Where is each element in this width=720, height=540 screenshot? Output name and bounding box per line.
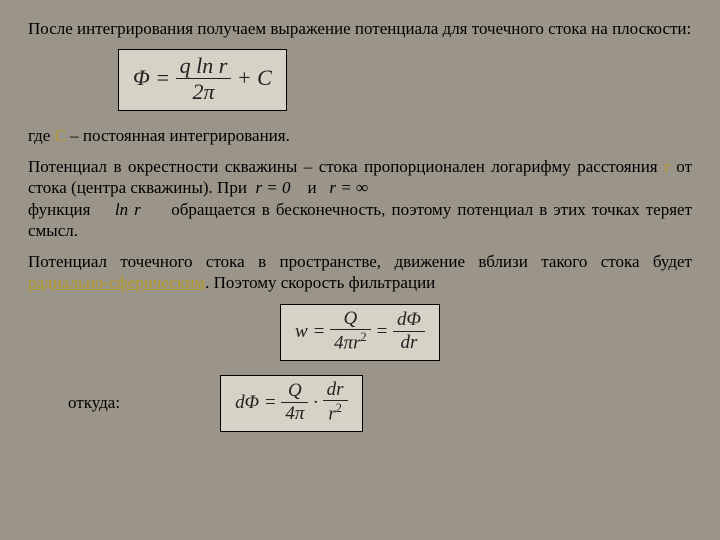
potential-paragraph: Потенциал в окрестности скважины – стока… — [28, 156, 692, 241]
f3a-den: 4π — [281, 403, 308, 426]
r-eq-0: r = 0 — [255, 178, 290, 197]
p2-text-a: где — [28, 126, 55, 145]
eq-sign-2: = — [308, 320, 330, 341]
eq-sign: = — [150, 65, 176, 90]
formula-3: dΦ = Q4π · drr2 — [220, 375, 362, 432]
formula-2-wrap: w = Q4πr2 = dΦdr — [28, 304, 692, 361]
slide-content: После интегрирования получаем выражение … — [0, 0, 720, 450]
phi-symbol: Φ — [133, 65, 150, 90]
eq-sign-3: = — [371, 320, 393, 341]
p3-d: функция — [28, 200, 97, 219]
f3b-num: dr — [323, 380, 348, 402]
constant-c: С — [55, 126, 66, 145]
p4-b: . Поэтому скорость фильтрации — [205, 273, 435, 292]
whence-row: откуда: dΦ = Q4π · drr2 — [28, 375, 692, 432]
p4-a: Потенциал точечного стока в пространстве… — [28, 252, 692, 271]
eq-sign-4: = — [259, 391, 281, 412]
frac-num: q ln r — [176, 54, 232, 79]
p3-a: Потенциал в окрестности скважины – стока… — [28, 157, 664, 176]
dphi-symbol: dΦ — [235, 391, 259, 412]
f2a-num: Q — [330, 309, 371, 331]
p3-c: и — [291, 178, 326, 197]
frac-den: 2π — [176, 79, 232, 105]
whence-label: откуда: — [68, 393, 120, 413]
fraction-3b: drr2 — [323, 380, 348, 427]
dot-sep: · — [308, 391, 322, 412]
f3b-den: r2 — [323, 401, 348, 426]
radial-paragraph: Потенциал точечного стока в пространстве… — [28, 251, 692, 294]
w-symbol: w — [295, 320, 308, 341]
where-c-paragraph: где С – постоянная интегрирования. — [28, 125, 692, 146]
ln-r: ln r — [115, 200, 141, 219]
f2a-den-sup: 2 — [360, 330, 366, 344]
p2-text-b: – постоянная интегрирования. — [66, 126, 290, 145]
formula-1: Φ = q ln r2π + C — [118, 49, 287, 111]
formula-2: w = Q4πr2 = dΦdr — [280, 304, 440, 361]
fraction-2b: dΦdr — [393, 310, 425, 355]
f3a-num: Q — [281, 381, 308, 403]
r-eq-inf: r = ∞ — [329, 178, 368, 197]
formula-1-wrap: Φ = q ln r2π + C — [118, 49, 692, 111]
fraction-3a: Q4π — [281, 381, 308, 426]
f2b-num: dΦ — [393, 310, 425, 332]
f2a-den-a: 4π — [334, 333, 353, 354]
fraction-1: q ln r2π — [176, 54, 232, 106]
f3b-den-r: r — [328, 404, 335, 425]
f2b-den: dr — [393, 332, 425, 355]
f3b-den-sup: 2 — [336, 401, 342, 415]
fraction-2a: Q4πr2 — [330, 309, 371, 356]
radial-spherical: радиально-сферическим — [28, 273, 205, 292]
plus-c: + C — [231, 65, 272, 90]
intro-paragraph: После интегрирования получаем выражение … — [28, 18, 692, 39]
f2a-den: 4πr2 — [330, 330, 371, 355]
